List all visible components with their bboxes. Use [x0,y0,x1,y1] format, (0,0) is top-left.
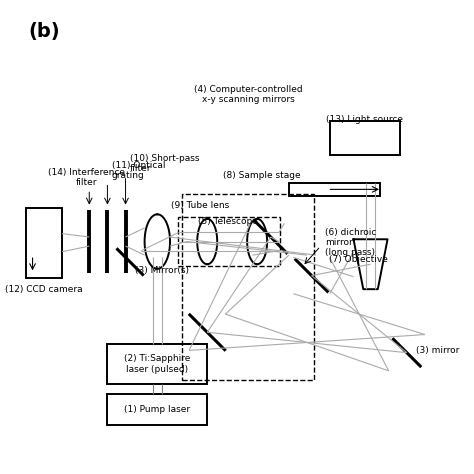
Text: (6) dichroic
mirror
(long pass): (6) dichroic mirror (long pass) [325,228,376,257]
Text: (12) CCD camera: (12) CCD camera [5,284,82,293]
Text: (9) Tube lens: (9) Tube lens [171,201,229,210]
Text: (3) Mirror(s): (3) Mirror(s) [135,266,189,275]
Text: (14) Interference
filter: (14) Interference filter [48,168,126,187]
Text: (7) Objective: (7) Objective [328,255,387,264]
Text: (10) Short-pass
filter: (10) Short-pass filter [130,154,200,173]
Bar [108,344,207,384]
Text: (2) Ti:Sapphire
laser (pulsed): (2) Ti:Sapphire laser (pulsed) [124,355,191,374]
Bar [182,194,314,380]
Polygon shape [354,239,388,289]
Bar [289,182,380,196]
Text: (13) Light source: (13) Light source [326,115,403,124]
Text: (3) mirror: (3) mirror [416,346,459,355]
Text: (4) Computer-controlled
x-y scanning mirrors: (4) Computer-controlled x-y scanning mir… [194,85,302,104]
Bar [178,217,280,266]
Text: (8) Sample stage: (8) Sample stage [223,171,301,180]
Text: (1) Pump laser: (1) Pump laser [124,405,191,414]
Text: (b): (b) [28,21,60,40]
Bar [108,393,207,425]
Bar [26,208,62,278]
Text: (11) Optical
grating: (11) Optical grating [112,161,165,180]
Bar [330,121,400,155]
Text: (5) Telescope: (5) Telescope [198,217,257,226]
